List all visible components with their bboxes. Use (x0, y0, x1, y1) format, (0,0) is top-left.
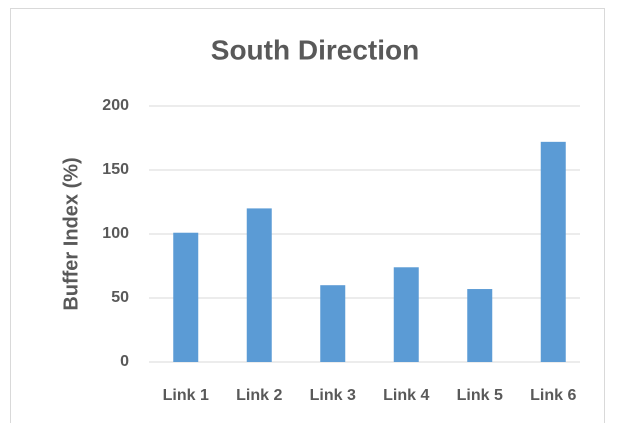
bar (320, 285, 346, 362)
x-tick-label: Link 6 (530, 387, 576, 404)
bar (246, 208, 272, 362)
x-tick-label: Link 5 (457, 387, 503, 404)
bar (540, 141, 566, 362)
y-tick-label: 200 (102, 97, 129, 114)
x-tick-label: Link 3 (310, 387, 356, 404)
chart-title: South Direction (211, 34, 419, 65)
y-tick-label: 150 (102, 161, 129, 178)
y-tick-label: 50 (111, 289, 129, 306)
y-tick-label: 100 (102, 225, 129, 242)
x-tick-label: Link 1 (163, 387, 209, 404)
y-tick-label: 0 (120, 353, 129, 370)
bar (467, 289, 493, 362)
bar (173, 232, 199, 362)
x-tick-label: Link 4 (383, 387, 429, 404)
bar (393, 267, 419, 362)
chart-border (10, 8, 605, 423)
y-axis-label: Buffer Index (%) (60, 157, 82, 310)
x-tick-label: Link 2 (236, 387, 282, 404)
